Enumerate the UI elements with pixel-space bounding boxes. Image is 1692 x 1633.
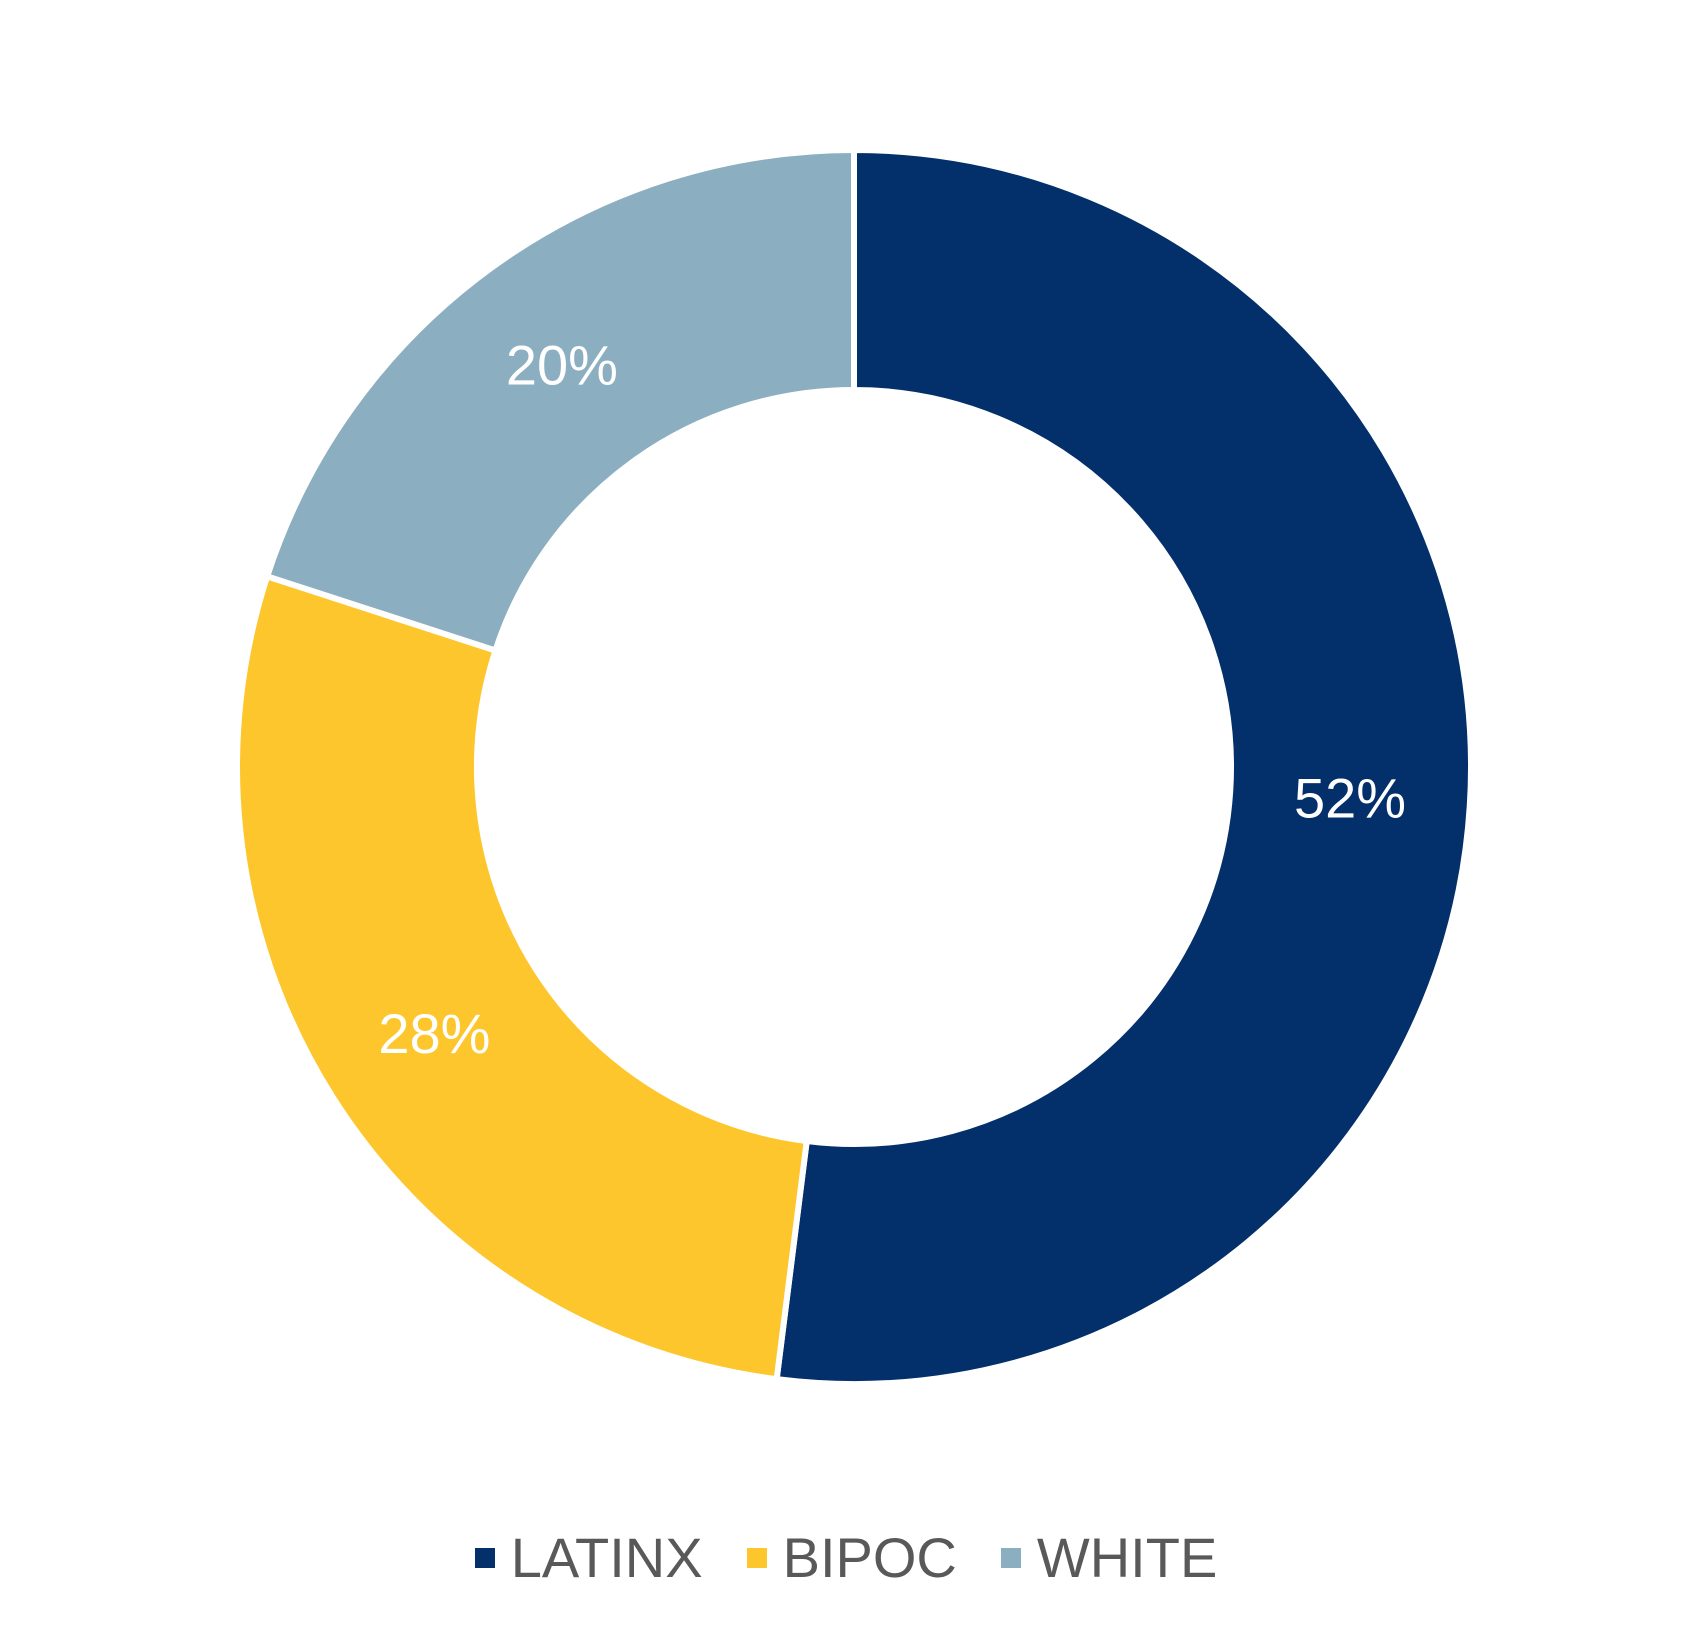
slice-label-bipoc: 28% <box>378 1002 490 1065</box>
donut-slice-labels: 52% 28% 20% <box>378 333 1406 1064</box>
donut-slices <box>234 146 1475 1387</box>
legend-label-latinx: LATINX <box>510 1526 703 1589</box>
legend-item-bipoc: BIPOC <box>746 1526 957 1589</box>
legend-label-white: WHITE <box>1036 1526 1218 1589</box>
slice-label-latinx: 52% <box>1294 767 1406 830</box>
donut-slice-latinx <box>773 146 1475 1387</box>
donut-slice-bipoc <box>234 572 811 1383</box>
legend-item-white: WHITE <box>1000 1526 1218 1589</box>
legend-item-latinx: LATINX <box>474 1526 703 1589</box>
legend-swatch-bipoc <box>746 1548 767 1568</box>
legend-swatch-latinx <box>474 1548 495 1568</box>
legend-label-bipoc: BIPOC <box>782 1526 957 1589</box>
legend-swatch-white <box>1000 1548 1021 1568</box>
donut-slice-white <box>263 146 857 655</box>
slice-label-white: 20% <box>506 333 618 396</box>
chart-legend: LATINX BIPOC WHITE <box>0 1530 1692 1586</box>
